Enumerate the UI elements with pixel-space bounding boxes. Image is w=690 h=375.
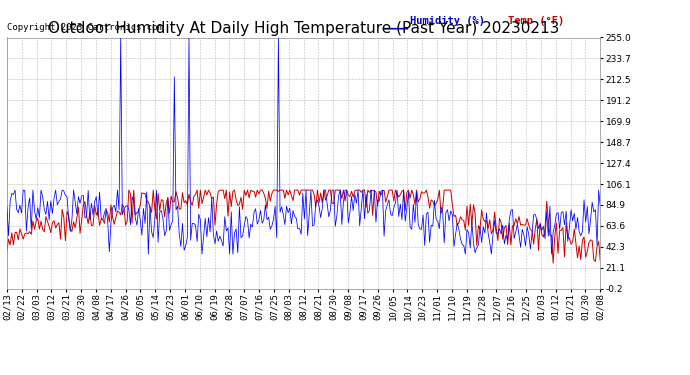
Text: Humidity (%): Humidity (%) xyxy=(411,16,485,26)
Text: Temp (°F): Temp (°F) xyxy=(509,16,564,26)
Title: Outdoor Humidity At Daily High Temperature (Past Year) 20230213: Outdoor Humidity At Daily High Temperatu… xyxy=(48,21,560,36)
Text: Copyright 2023 Cartronics.com: Copyright 2023 Cartronics.com xyxy=(8,24,164,33)
